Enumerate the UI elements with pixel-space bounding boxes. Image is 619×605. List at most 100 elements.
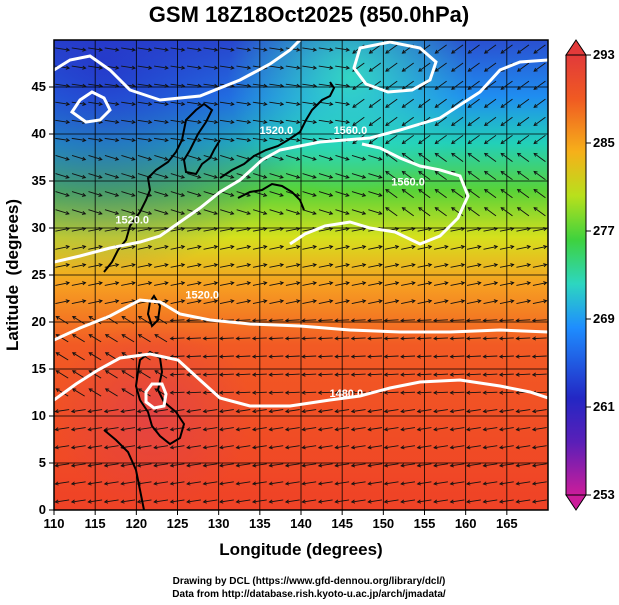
streamline-segment [402,62,414,72]
streamline-segment [533,80,546,90]
streamline-segment [154,65,169,69]
streamline-arrowhead [279,210,284,215]
streamline-segment [302,499,317,503]
streamline-segment [154,137,169,141]
streamline-segment [72,316,85,325]
streamline-segment [252,481,267,485]
streamline-arrowhead [433,481,438,486]
streamline-arrowhead [301,372,306,377]
streamline-arrowhead [312,119,318,125]
y-axis-label: Latitude (degrees) [3,199,22,351]
streamline-segment [88,445,103,449]
streamline-arrowhead [401,104,406,108]
streamline-segment [467,62,480,72]
streamline-arrowhead [197,226,202,232]
streamline-segment [170,246,185,250]
streamline-segment [104,227,119,232]
streamline-segment [121,137,136,141]
streamline-arrowhead [186,463,191,468]
streamline-segment [104,300,119,304]
streamline-arrowhead [65,299,71,304]
streamline-arrowhead [70,409,76,414]
streamline-arrowhead [197,174,202,179]
streamline-arrowhead [449,427,454,432]
streamline-segment [450,246,465,250]
x-tick-label: 125 [167,516,189,531]
streamline-segment [219,282,234,286]
streamline-arrowhead [498,354,504,359]
streamline-segment [435,44,447,54]
streamline-arrowhead [451,140,456,145]
streamline-arrowhead [164,47,169,52]
streamline-segment [318,300,333,304]
streamline-arrowhead [460,245,466,250]
streamline-arrowhead [65,156,70,161]
streamline-arrowhead [498,336,504,341]
streamline-segment [435,116,447,126]
streamline-segment [483,481,498,485]
streamline-arrowhead [516,67,522,72]
streamline-arrowhead [317,372,323,377]
streamline-segment [186,47,201,51]
streamline-arrowhead [449,372,454,377]
streamline-arrowhead [246,245,252,250]
streamline-segment [55,463,70,467]
streamline-arrowhead [460,226,466,232]
streamline-segment [417,319,432,321]
streamline-segment [138,370,151,379]
streamline-arrowhead [202,409,207,414]
streamline-arrowhead [350,336,355,341]
streamline-arrowhead [295,210,301,215]
streamline-arrowhead [213,156,219,161]
streamline-segment [385,98,398,108]
streamline-segment [285,319,300,321]
streamline-segment [483,355,498,358]
streamline-arrowhead [164,137,169,143]
streamline-segment [318,409,333,413]
streamline-arrowhead [230,281,235,286]
streamline-arrowhead [82,263,87,268]
streamline-segment [368,173,382,179]
streamline-arrowhead [147,156,153,161]
streamline-segment [137,47,152,51]
streamline-arrowhead [246,119,252,125]
streamline-segment [219,445,234,449]
colorbar-body [565,54,587,496]
streamline-arrowhead [515,463,520,468]
contour-nw-loop [69,90,112,124]
streamline-arrowhead [268,499,273,504]
streamline-segment [466,427,481,431]
streamline-segment [137,264,152,268]
streamline-segment [55,173,70,179]
streamline-arrowhead [235,372,240,377]
streamline-arrowhead [230,210,235,215]
streamline-arrowhead [401,152,406,157]
streamline-segment [401,355,416,358]
streamline-arrowhead [131,192,136,197]
streamline-segment [434,282,448,286]
streamline-arrowhead [153,499,158,504]
streamline-segment [450,227,465,232]
streamline-arrowhead [82,47,87,52]
streamline-segment [252,445,267,449]
streamline-arrowhead [251,499,257,504]
streamline-segment [88,137,103,141]
streamline-arrowhead [202,481,207,486]
streamline-arrowhead [367,372,372,377]
streamline-arrowhead [434,188,439,193]
streamline-arrowhead [197,299,202,304]
streamline-segment [88,352,102,361]
streamline-arrowhead [268,445,273,450]
streamline-arrowhead [131,245,136,250]
streamline-segment [186,463,201,467]
streamline-arrowhead [186,354,191,359]
streamline-segment [236,373,251,376]
streamline-segment [318,246,333,250]
streamline-arrowhead [345,65,351,70]
height-contours [54,40,548,410]
streamline-segment [269,481,284,485]
streamline-arrowhead [246,263,252,268]
streamline-arrowhead [477,226,482,232]
